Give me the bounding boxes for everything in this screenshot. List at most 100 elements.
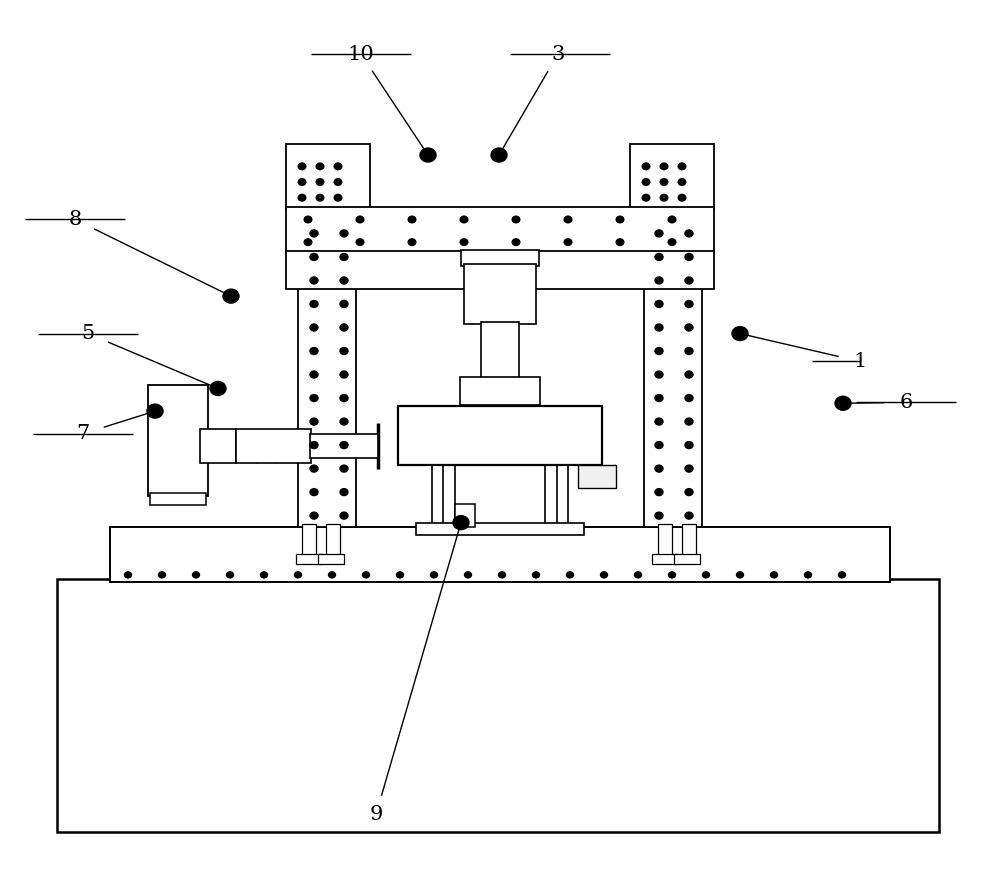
Circle shape	[340, 512, 348, 519]
Bar	[286, 207, 714, 253]
Circle shape	[616, 239, 624, 246]
Circle shape	[356, 216, 364, 223]
Text: 5: 5	[81, 324, 95, 343]
Circle shape	[310, 300, 318, 307]
Circle shape	[210, 381, 226, 395]
Circle shape	[702, 572, 710, 578]
Circle shape	[340, 300, 348, 307]
Circle shape	[655, 512, 663, 519]
Circle shape	[498, 572, 506, 578]
Circle shape	[310, 418, 318, 425]
Bar	[644, 205, 702, 527]
Circle shape	[685, 348, 693, 354]
Circle shape	[226, 572, 234, 578]
Circle shape	[304, 239, 312, 246]
Circle shape	[334, 179, 342, 186]
Circle shape	[334, 163, 342, 170]
Circle shape	[453, 516, 469, 530]
Circle shape	[685, 300, 693, 307]
Bar	[416, 523, 584, 535]
Circle shape	[420, 148, 436, 162]
Bar	[682, 524, 696, 557]
Circle shape	[685, 324, 693, 331]
Circle shape	[460, 239, 468, 246]
Circle shape	[685, 395, 693, 402]
Circle shape	[685, 230, 693, 237]
Circle shape	[310, 489, 318, 496]
Bar	[150, 493, 206, 505]
Text: 3: 3	[551, 44, 565, 64]
Circle shape	[362, 572, 370, 578]
Circle shape	[655, 300, 663, 307]
Bar	[481, 322, 519, 378]
Circle shape	[298, 194, 306, 201]
Circle shape	[685, 371, 693, 378]
Polygon shape	[578, 465, 616, 488]
Circle shape	[340, 253, 348, 260]
Circle shape	[660, 179, 668, 186]
Circle shape	[660, 163, 668, 170]
Bar	[652, 554, 678, 564]
Bar	[236, 429, 311, 463]
Bar	[298, 205, 356, 527]
Circle shape	[685, 418, 693, 425]
Circle shape	[655, 418, 663, 425]
Circle shape	[328, 572, 336, 578]
Text: 10: 10	[348, 44, 374, 64]
Circle shape	[685, 512, 693, 519]
Circle shape	[678, 163, 686, 170]
Circle shape	[340, 489, 348, 496]
Circle shape	[655, 277, 663, 284]
Circle shape	[396, 572, 404, 578]
Circle shape	[340, 277, 348, 284]
Circle shape	[685, 253, 693, 260]
Circle shape	[298, 163, 306, 170]
Circle shape	[685, 465, 693, 472]
Bar	[302, 524, 316, 557]
Circle shape	[678, 194, 686, 201]
Circle shape	[804, 572, 812, 578]
Bar	[455, 504, 475, 527]
Bar	[658, 524, 672, 557]
Circle shape	[655, 465, 663, 472]
Circle shape	[678, 179, 686, 186]
Circle shape	[310, 512, 318, 519]
Circle shape	[685, 277, 693, 284]
Circle shape	[655, 442, 663, 449]
Circle shape	[655, 371, 663, 378]
Circle shape	[567, 572, 574, 578]
Circle shape	[655, 253, 663, 260]
Circle shape	[298, 179, 306, 186]
Circle shape	[835, 396, 851, 410]
Circle shape	[737, 572, 744, 578]
Circle shape	[310, 277, 318, 284]
Circle shape	[340, 418, 348, 425]
Circle shape	[685, 442, 693, 449]
Text: 1: 1	[853, 352, 867, 371]
Circle shape	[655, 348, 663, 354]
Bar	[200, 429, 236, 463]
Circle shape	[260, 572, 268, 578]
Circle shape	[316, 163, 324, 170]
Circle shape	[340, 442, 348, 449]
Circle shape	[147, 404, 163, 418]
Circle shape	[310, 371, 318, 378]
Circle shape	[668, 572, 676, 578]
Circle shape	[532, 572, 540, 578]
Circle shape	[460, 216, 468, 223]
Circle shape	[600, 572, 608, 578]
Bar	[398, 406, 602, 465]
Bar	[286, 144, 370, 209]
Circle shape	[223, 289, 239, 303]
Circle shape	[124, 572, 132, 578]
Circle shape	[340, 465, 348, 472]
Circle shape	[668, 216, 676, 223]
Circle shape	[316, 179, 324, 186]
Circle shape	[839, 572, 846, 578]
Circle shape	[310, 348, 318, 354]
Circle shape	[340, 348, 348, 354]
Circle shape	[564, 216, 572, 223]
Circle shape	[340, 395, 348, 402]
Circle shape	[408, 216, 416, 223]
Circle shape	[564, 239, 572, 246]
